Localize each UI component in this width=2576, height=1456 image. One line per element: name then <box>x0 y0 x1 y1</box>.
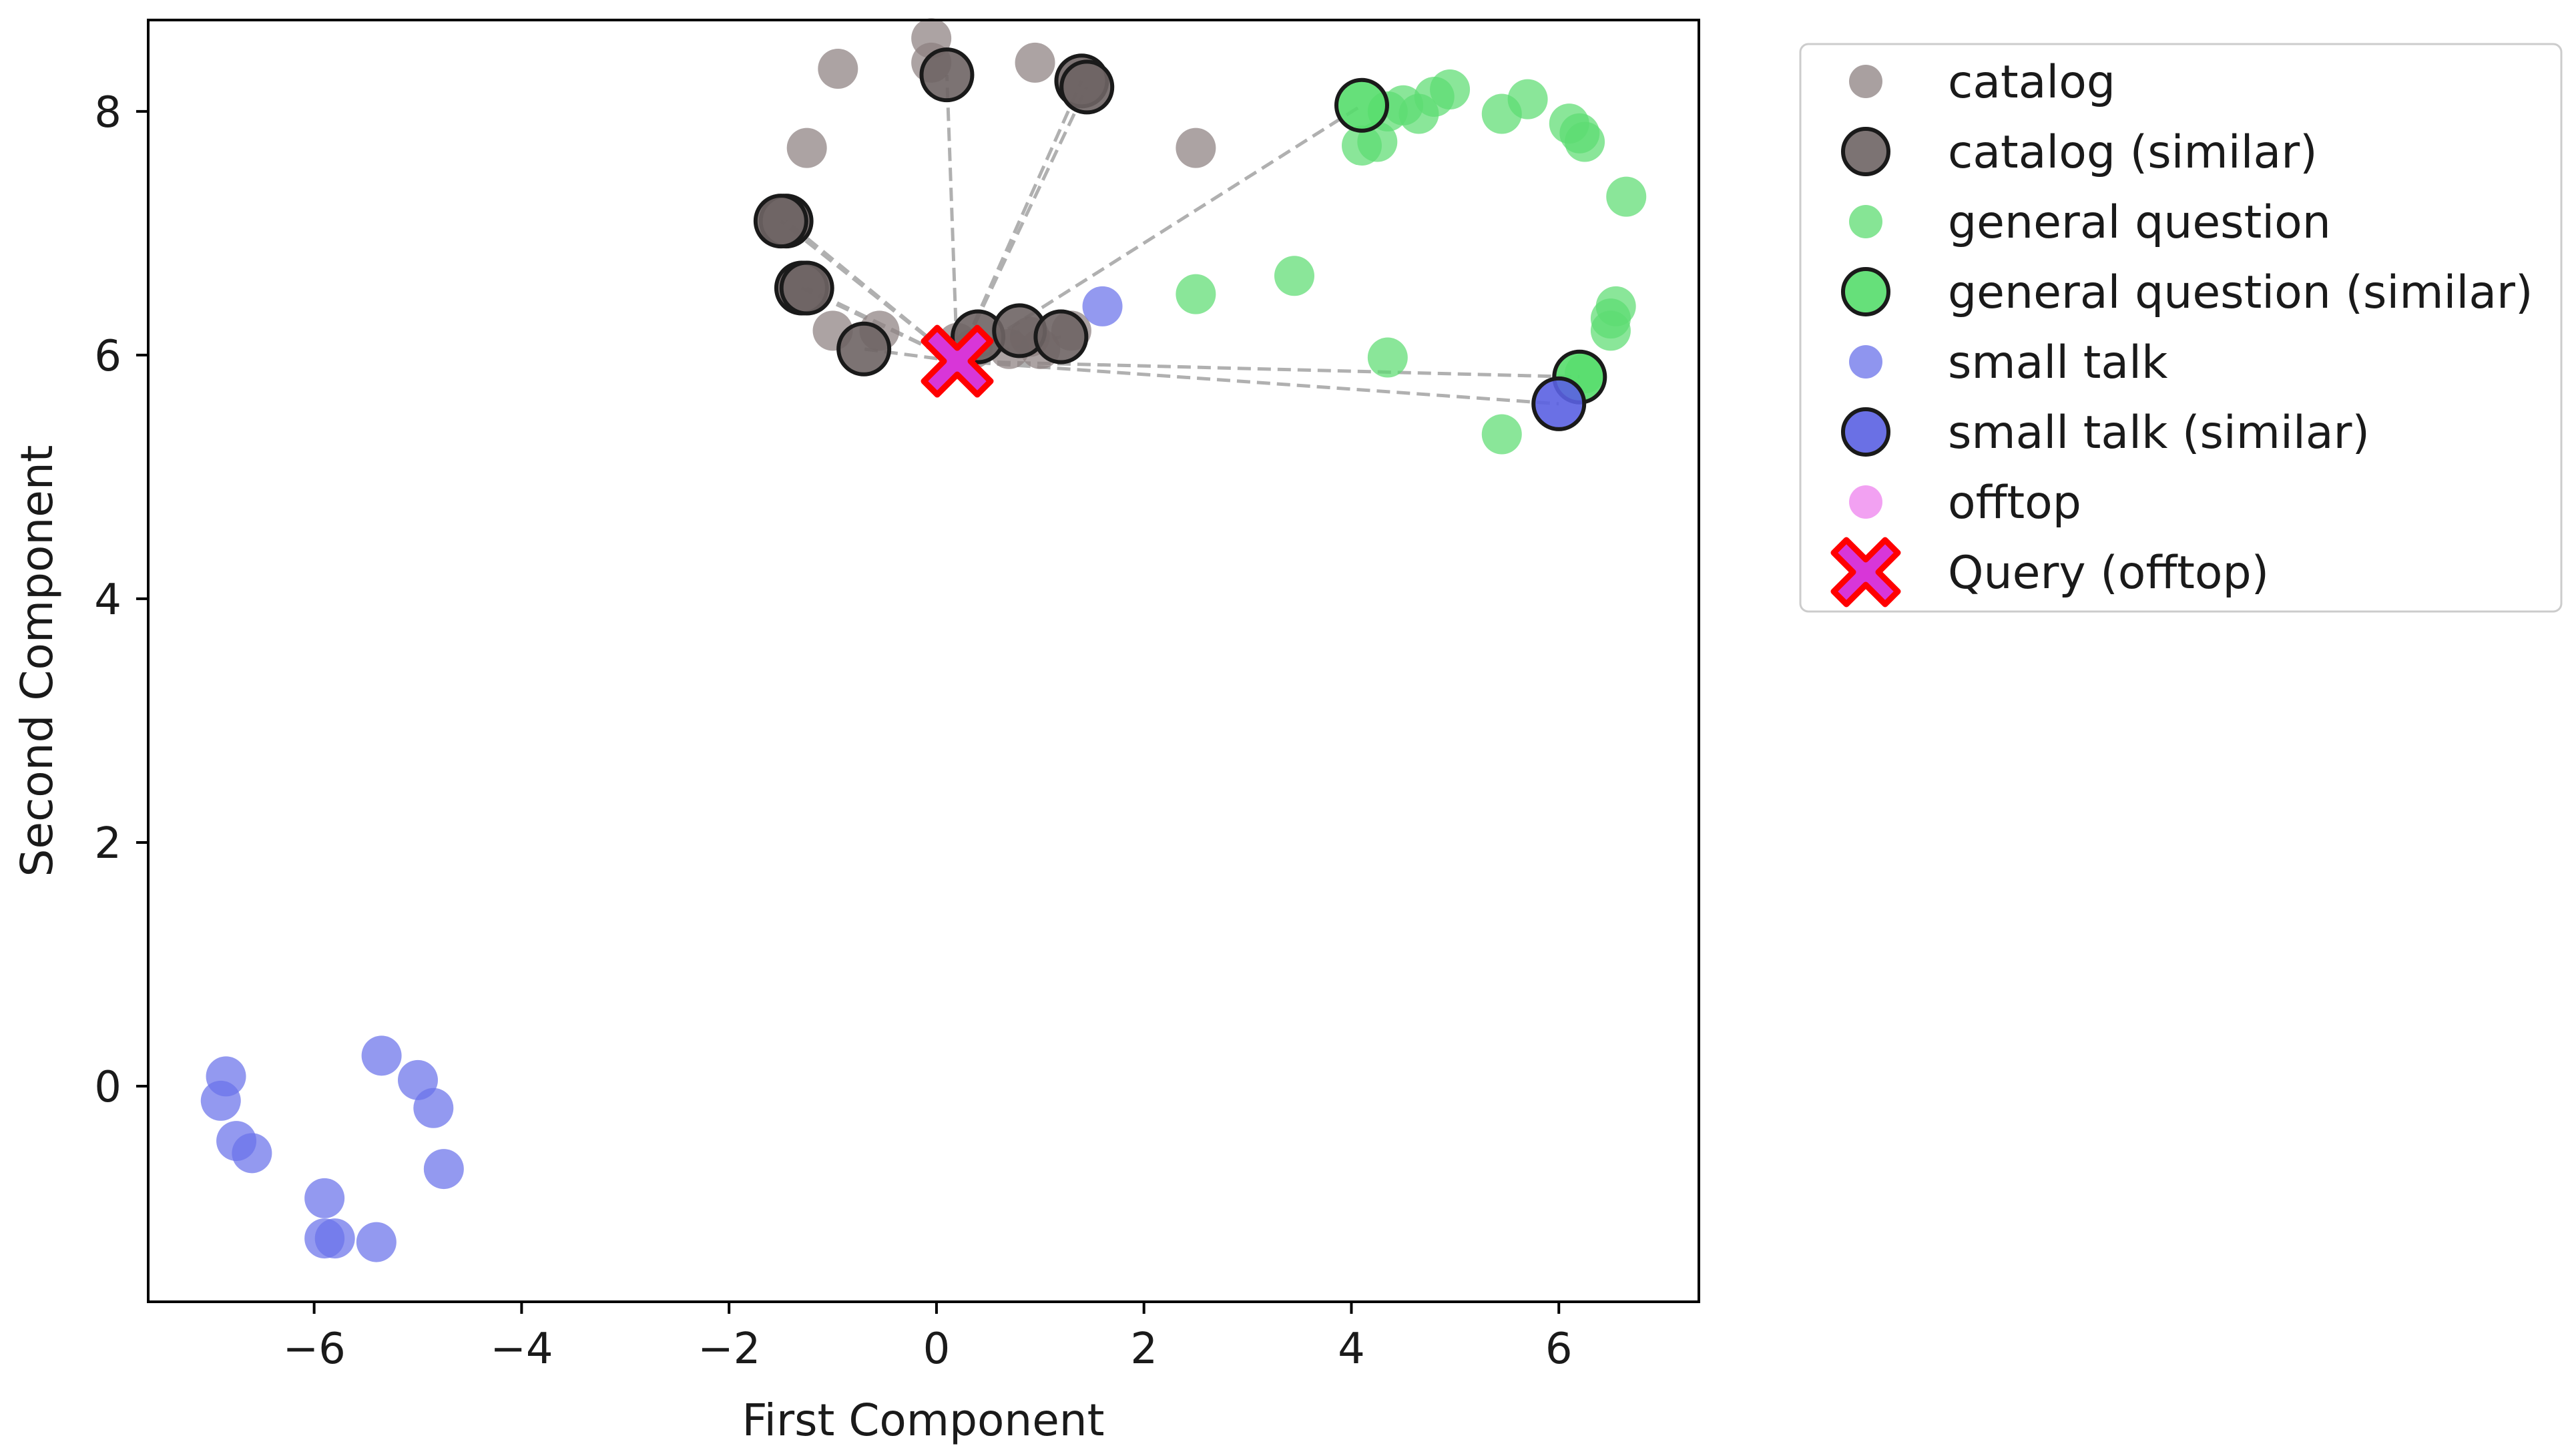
catalog-similar-point <box>753 194 808 249</box>
small-talk-point <box>1082 286 1123 326</box>
legend-label-catalog-similar: catalog (similar) <box>1948 126 2318 179</box>
legend-marker-general-question <box>1849 205 1882 238</box>
legend-label-general-question: general question <box>1948 196 2331 249</box>
general-question-similar-point <box>1334 77 1389 133</box>
legend-marker-catalog <box>1849 65 1882 98</box>
plot-area-frame <box>147 19 1700 1303</box>
general-question-point <box>1430 69 1471 110</box>
y-axis-label: Second Component <box>11 445 63 877</box>
small-talk-point <box>200 1080 241 1121</box>
series-small-talk <box>200 286 1123 1262</box>
catalog-similar-point <box>919 47 975 103</box>
y-tick-label: 4 <box>94 575 121 625</box>
general-question-point <box>1590 310 1631 351</box>
x-tick-label: −6 <box>282 1324 345 1374</box>
catalog-similar-point <box>1033 309 1089 365</box>
general-question-point <box>1176 274 1216 314</box>
catalog-point <box>1176 128 1216 168</box>
legend-label-general-question-similar: general question (similar) <box>1948 266 2533 319</box>
series-small-talk-similar <box>1531 376 1587 431</box>
legend-label-small-talk: small talk <box>1948 336 2168 389</box>
x-tick-label: 4 <box>1338 1324 1365 1374</box>
legend: catalog catalog (similar) general question… <box>1799 43 2563 613</box>
catalog-point <box>1015 42 1055 83</box>
catalog-similar-point <box>1059 59 1115 115</box>
legend-marker-small-talk-similar <box>1841 407 1890 457</box>
data-points <box>200 18 1647 1262</box>
query-layer <box>921 324 994 398</box>
legend-marker-small-talk <box>1849 345 1882 379</box>
x-tick-label: 0 <box>923 1324 951 1374</box>
x-tick-label: −2 <box>698 1324 760 1374</box>
x-axis-ticks: −6 −4 −2 0 2 4 6 <box>282 1302 1573 1374</box>
general-question-point <box>1606 176 1647 217</box>
similarity-link <box>945 75 959 362</box>
x-axis-label: First Component <box>742 1395 1104 1446</box>
similarity-link <box>780 220 959 362</box>
catalog-similar-point <box>836 321 892 377</box>
similarity-link <box>863 347 958 363</box>
general-question-point <box>1565 122 1605 162</box>
catalog-point <box>786 128 827 168</box>
general-question-point <box>1274 256 1314 296</box>
legend-marker-offtop <box>1849 485 1882 519</box>
general-question-point <box>1367 337 1408 378</box>
small-talk-point <box>361 1035 402 1076</box>
legend-marker-catalog-similar <box>1841 127 1890 176</box>
legend-marker-query <box>1830 537 1901 608</box>
legend-frame <box>1799 43 2563 613</box>
catalog-similar-point <box>779 260 834 316</box>
series-general-question <box>1176 69 1647 455</box>
y-tick-label: 0 <box>94 1063 121 1112</box>
small-talk-point <box>413 1087 454 1128</box>
x-tick-label: 2 <box>1130 1324 1157 1374</box>
x-tick-label: −4 <box>490 1324 553 1374</box>
y-tick-label: 6 <box>94 332 121 381</box>
similarity-link <box>957 359 1559 406</box>
small-talk-point <box>356 1222 397 1262</box>
legend-label-query-offtop: Query (offtop) <box>1948 547 2269 599</box>
small-talk-point <box>232 1133 272 1174</box>
legend-label-small-talk-similar: small talk (similar) <box>1948 407 2370 459</box>
general-question-point <box>1481 93 1522 134</box>
query-marker <box>921 324 994 398</box>
legend-label-offtop: offtop <box>1948 477 2081 529</box>
y-tick-label: 8 <box>94 88 121 138</box>
x-tick-label: 6 <box>1545 1324 1573 1374</box>
small-talk-point <box>314 1218 355 1259</box>
y-axis-ticks: 0 2 4 6 8 <box>94 88 148 1112</box>
catalog-point <box>818 49 858 89</box>
y-tick-label: 2 <box>94 819 121 869</box>
legend-label-catalog: catalog <box>1948 56 2115 109</box>
legend-marker-general-question-similar <box>1841 267 1890 316</box>
small-talk-point <box>304 1178 345 1218</box>
general-question-point <box>1481 414 1522 455</box>
small-talk-point <box>423 1149 464 1190</box>
small-talk-similar-point <box>1531 376 1587 431</box>
